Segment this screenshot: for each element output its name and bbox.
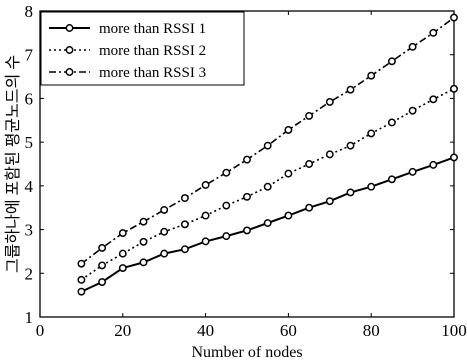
x-tick-label: 80 xyxy=(363,321,380,340)
data-point xyxy=(450,84,458,93)
data-point xyxy=(408,106,417,115)
data-point xyxy=(284,125,293,134)
data-point xyxy=(284,211,293,220)
data-point xyxy=(263,182,272,191)
data-point xyxy=(325,150,334,159)
data-point xyxy=(180,220,189,229)
x-tick-label: 100 xyxy=(441,321,467,340)
data-point xyxy=(77,259,86,268)
data-point xyxy=(160,205,169,214)
data-point xyxy=(118,249,127,258)
data-point xyxy=(408,167,417,176)
data-point xyxy=(346,85,355,94)
legend-label: more than RSSI 3 xyxy=(99,65,206,81)
data-point xyxy=(98,278,107,286)
data-point xyxy=(450,13,458,22)
x-axis-title: Number of nodes xyxy=(191,344,302,361)
data-point xyxy=(346,141,355,150)
data-point xyxy=(118,264,127,272)
data-point xyxy=(139,217,148,226)
y-tick-label: 6 xyxy=(25,89,34,108)
data-point xyxy=(98,261,107,270)
data-point xyxy=(325,97,334,106)
data-point xyxy=(243,192,251,201)
data-point xyxy=(139,237,148,246)
legend-label: more than RSSI 1 xyxy=(99,21,206,37)
data-point xyxy=(346,188,355,197)
x-tick-label: 20 xyxy=(114,321,131,340)
data-point xyxy=(160,227,169,236)
data-point xyxy=(429,28,438,37)
data-point xyxy=(263,219,272,227)
data-point xyxy=(201,181,210,189)
data-point xyxy=(180,194,189,203)
series-2 xyxy=(77,84,458,284)
data-point xyxy=(139,258,148,267)
data-point xyxy=(429,160,438,169)
series-layer xyxy=(77,13,458,296)
data-point xyxy=(367,71,376,80)
data-point xyxy=(387,57,396,66)
legend-marker xyxy=(65,46,74,54)
data-point xyxy=(201,237,210,246)
data-point xyxy=(429,95,438,104)
data-point xyxy=(201,211,210,220)
data-point xyxy=(325,197,334,206)
data-point xyxy=(180,245,189,254)
y-tick-label: 5 xyxy=(25,133,34,152)
y-tick-label: 4 xyxy=(25,177,34,196)
data-point xyxy=(243,226,251,235)
y-tick-label: 8 xyxy=(25,2,34,21)
data-point xyxy=(222,168,231,177)
data-point xyxy=(222,232,231,241)
legend-label: more than RSSI 2 xyxy=(99,43,206,59)
data-point xyxy=(387,175,396,184)
legend-box xyxy=(40,11,245,86)
legend-marker xyxy=(65,24,74,32)
legend-entry: more than RSSI 3 xyxy=(49,65,206,81)
data-point xyxy=(305,160,314,168)
legend: more than RSSI 1 more than RSSI 2 more tha… xyxy=(40,11,245,86)
data-point xyxy=(160,249,169,258)
data-point xyxy=(98,243,107,252)
y-tick-label: 3 xyxy=(25,221,34,240)
x-tick-label: 40 xyxy=(197,321,214,340)
data-point xyxy=(284,169,293,178)
data-point xyxy=(77,287,86,296)
data-point xyxy=(387,118,396,127)
data-point xyxy=(305,203,314,212)
data-point xyxy=(263,141,272,150)
data-point xyxy=(367,129,376,138)
series-1 xyxy=(77,153,458,296)
data-point xyxy=(450,153,458,162)
x-tick-label: 0 xyxy=(36,321,45,340)
tick-labels: 0 20 40 60 80 100 1 2 3 4 5 6 7 8 xyxy=(25,2,467,340)
data-point xyxy=(222,201,231,210)
series-3 xyxy=(77,13,458,268)
data-point xyxy=(243,155,251,164)
x-tick-label: 60 xyxy=(280,321,297,340)
data-point xyxy=(305,111,314,120)
data-point xyxy=(408,42,417,51)
data-point xyxy=(77,275,86,284)
y-axis-title: 그룹하나에 포함된 평균노드의 수 xyxy=(4,55,22,273)
legend-entry: more than RSSI 1 xyxy=(49,21,206,37)
y-tick-label: 7 xyxy=(25,46,34,65)
legend-entry: more than RSSI 2 xyxy=(49,43,206,59)
data-point xyxy=(367,182,376,191)
legend-marker xyxy=(65,68,74,76)
y-tick-label: 2 xyxy=(25,264,34,283)
plot-frame xyxy=(39,10,455,318)
y-tick-label: 1 xyxy=(25,308,34,327)
data-point xyxy=(118,229,127,238)
